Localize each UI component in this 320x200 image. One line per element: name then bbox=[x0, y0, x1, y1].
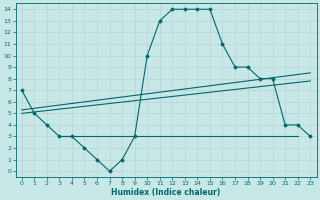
X-axis label: Humidex (Indice chaleur): Humidex (Indice chaleur) bbox=[111, 188, 221, 197]
